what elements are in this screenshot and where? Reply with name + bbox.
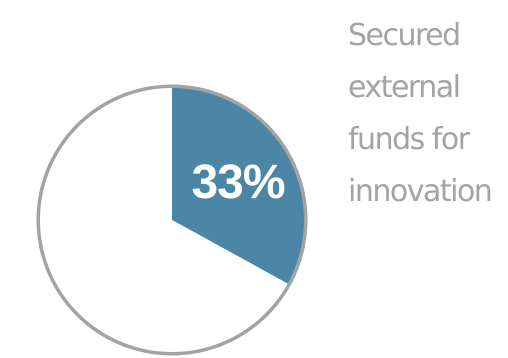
pie-chart: 33% xyxy=(36,84,308,356)
pie-slice-remaining xyxy=(40,88,288,353)
caption-line-4: innovation xyxy=(348,174,493,209)
chart-caption: Secured external funds for innovation xyxy=(348,10,508,218)
caption-line-3: funds for xyxy=(348,122,470,157)
caption-line-2: external xyxy=(348,70,461,105)
pie-slice-secured xyxy=(172,88,305,284)
caption-line-1: Secured xyxy=(348,18,461,53)
percentage-label: 33% xyxy=(191,156,284,209)
